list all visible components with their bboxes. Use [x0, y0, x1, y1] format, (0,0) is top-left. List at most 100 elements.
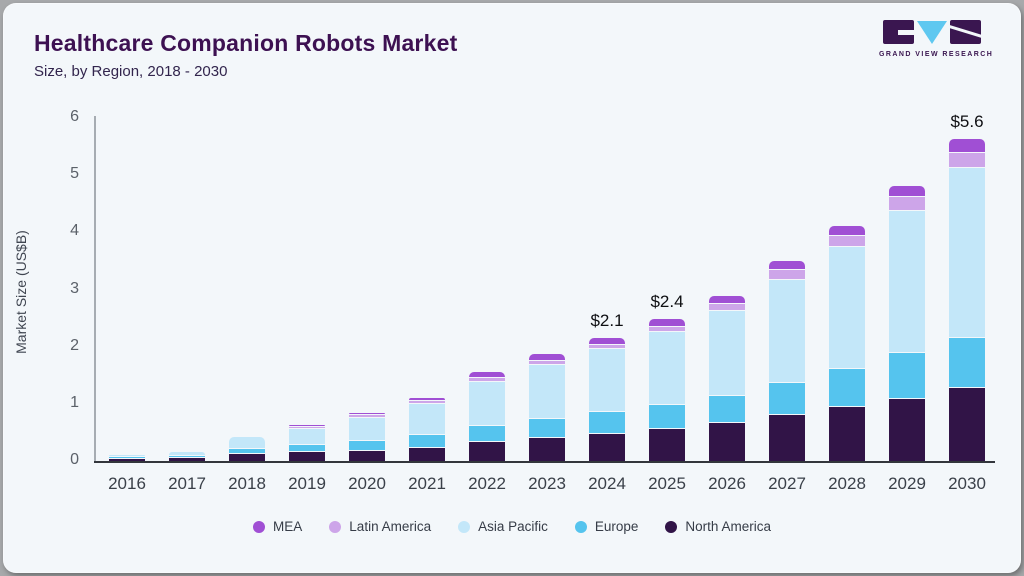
gvr-logo: GRAND VIEW RESEARCH — [879, 20, 994, 58]
bar-segment-europe — [829, 369, 865, 406]
bar-segment-north-america — [649, 429, 685, 461]
bar-segment-mea — [409, 398, 445, 400]
chart-legend: MEA Latin America Asia Pacific Europe North … — [3, 519, 1021, 534]
legend-dot-icon — [458, 520, 471, 533]
x-tick-2030: 2030 — [948, 474, 986, 493]
y-axis-line — [94, 116, 96, 461]
bar-segment-asia-pacific — [529, 365, 565, 418]
legend-label: Europe — [594, 519, 639, 534]
legend-item-latin-america: Latin America — [329, 519, 431, 534]
bar-segment-asia-pacific — [589, 349, 625, 411]
bar-segment-europe — [949, 338, 985, 387]
bar-segment-latin-america — [529, 361, 565, 364]
value-label-2025: $2.4 — [650, 292, 684, 311]
x-tick-2019: 2019 — [288, 474, 326, 493]
bar-2023 — [529, 354, 565, 461]
bar-2028 — [829, 226, 865, 461]
x-tick-2021: 2021 — [408, 474, 446, 493]
logo-letter-r — [950, 20, 981, 44]
x-tick-2024: 2024 — [588, 474, 626, 493]
y-tick-6: 6 — [70, 108, 79, 125]
bar-segment-north-america — [469, 442, 505, 461]
x-tick-2017: 2017 — [168, 474, 206, 493]
bar-segment-north-america — [709, 423, 745, 461]
bar-segment-europe — [169, 456, 205, 457]
y-tick-5: 5 — [70, 165, 79, 183]
bar-2027 — [769, 261, 805, 461]
bar-2030 — [949, 139, 985, 461]
bar-segment-north-america — [529, 438, 565, 461]
bar-segment-mea — [289, 425, 325, 426]
x-tick-2016: 2016 — [108, 474, 146, 493]
y-tick-4: 4 — [70, 222, 79, 240]
legend-dot-icon — [665, 520, 678, 533]
legend-dot-icon — [253, 520, 266, 533]
bar-segment-latin-america — [829, 236, 865, 246]
bar-segment-asia-pacific — [709, 311, 745, 395]
bar-segment-asia-pacific — [289, 429, 325, 444]
bar-segment-latin-america — [349, 415, 385, 417]
bar-2022 — [469, 372, 505, 461]
value-label-2024: $2.1 — [590, 311, 624, 330]
bar-segment-north-america — [769, 415, 805, 461]
bar-segment-asia-pacific — [109, 455, 145, 456]
bar-segment-latin-america — [769, 270, 805, 279]
legend-item-north-america: North America — [665, 519, 771, 534]
x-tick-2028: 2028 — [828, 474, 866, 493]
bar-segment-mea — [349, 413, 385, 414]
bar-2017 — [169, 452, 205, 461]
bar-segment-mea — [709, 296, 745, 303]
page-title: Healthcare Companion Robots Market — [34, 30, 458, 56]
bar-segment-asia-pacific — [169, 452, 205, 455]
bar-segment-asia-pacific — [889, 211, 925, 352]
bar-2025 — [649, 319, 685, 461]
bar-segment-latin-america — [289, 427, 325, 428]
x-tick-2020: 2020 — [348, 474, 386, 493]
bar-segment-north-america — [289, 452, 325, 461]
y-tick-3: 3 — [70, 279, 79, 297]
legend-dot-icon — [329, 520, 342, 533]
bar-segment-asia-pacific — [829, 247, 865, 368]
logo-brand-text: GRAND VIEW RESEARCH — [879, 51, 994, 58]
bar-segment-latin-america — [469, 378, 505, 381]
bar-segment-asia-pacific — [949, 168, 985, 337]
x-axis-line — [94, 461, 995, 463]
legend-item-europe: Europe — [574, 519, 639, 534]
logo-letter-g — [883, 20, 914, 44]
y-tick-0: 0 — [70, 451, 79, 468]
bar-segment-north-america — [829, 407, 865, 461]
gvr-logo-marks — [879, 20, 985, 46]
legend-label: North America — [685, 519, 771, 534]
bar-segment-europe — [649, 405, 685, 428]
chart-card: Healthcare Companion Robots Market Size,… — [3, 3, 1021, 573]
bar-segment-latin-america — [889, 197, 925, 210]
bar-segment-latin-america — [409, 401, 445, 403]
x-tick-2029: 2029 — [888, 474, 926, 493]
bar-segment-europe — [529, 419, 565, 437]
bar-segment-north-america — [229, 454, 265, 461]
bar-segment-north-america — [889, 399, 925, 461]
bar-segment-europe — [889, 353, 925, 398]
x-tick-2026: 2026 — [708, 474, 746, 493]
legend-item-mea: MEA — [253, 519, 302, 534]
bar-segment-europe — [769, 383, 805, 414]
bar-segment-asia-pacific — [229, 437, 265, 448]
bar-segment-europe — [469, 426, 505, 441]
y-tick-2: 2 — [70, 336, 79, 354]
bar-2026 — [709, 296, 745, 461]
bar-2020 — [349, 413, 385, 461]
bar-segment-north-america — [949, 388, 985, 461]
bar-segment-latin-america — [649, 327, 685, 331]
x-tick-2027: 2027 — [768, 474, 806, 493]
bar-segment-mea — [649, 319, 685, 326]
logo-r-slash — [950, 24, 981, 41]
logo-g-notch — [898, 30, 914, 35]
bar-segment-europe — [709, 396, 745, 422]
bar-segment-mea — [589, 338, 625, 344]
bar-segment-asia-pacific — [649, 332, 685, 404]
legend-item-asia-pacific: Asia Pacific — [458, 519, 548, 534]
bar-segment-europe — [229, 449, 265, 453]
bar-2029 — [889, 186, 925, 461]
bar-segment-latin-america — [949, 153, 985, 167]
y-tick-1: 1 — [70, 393, 79, 411]
